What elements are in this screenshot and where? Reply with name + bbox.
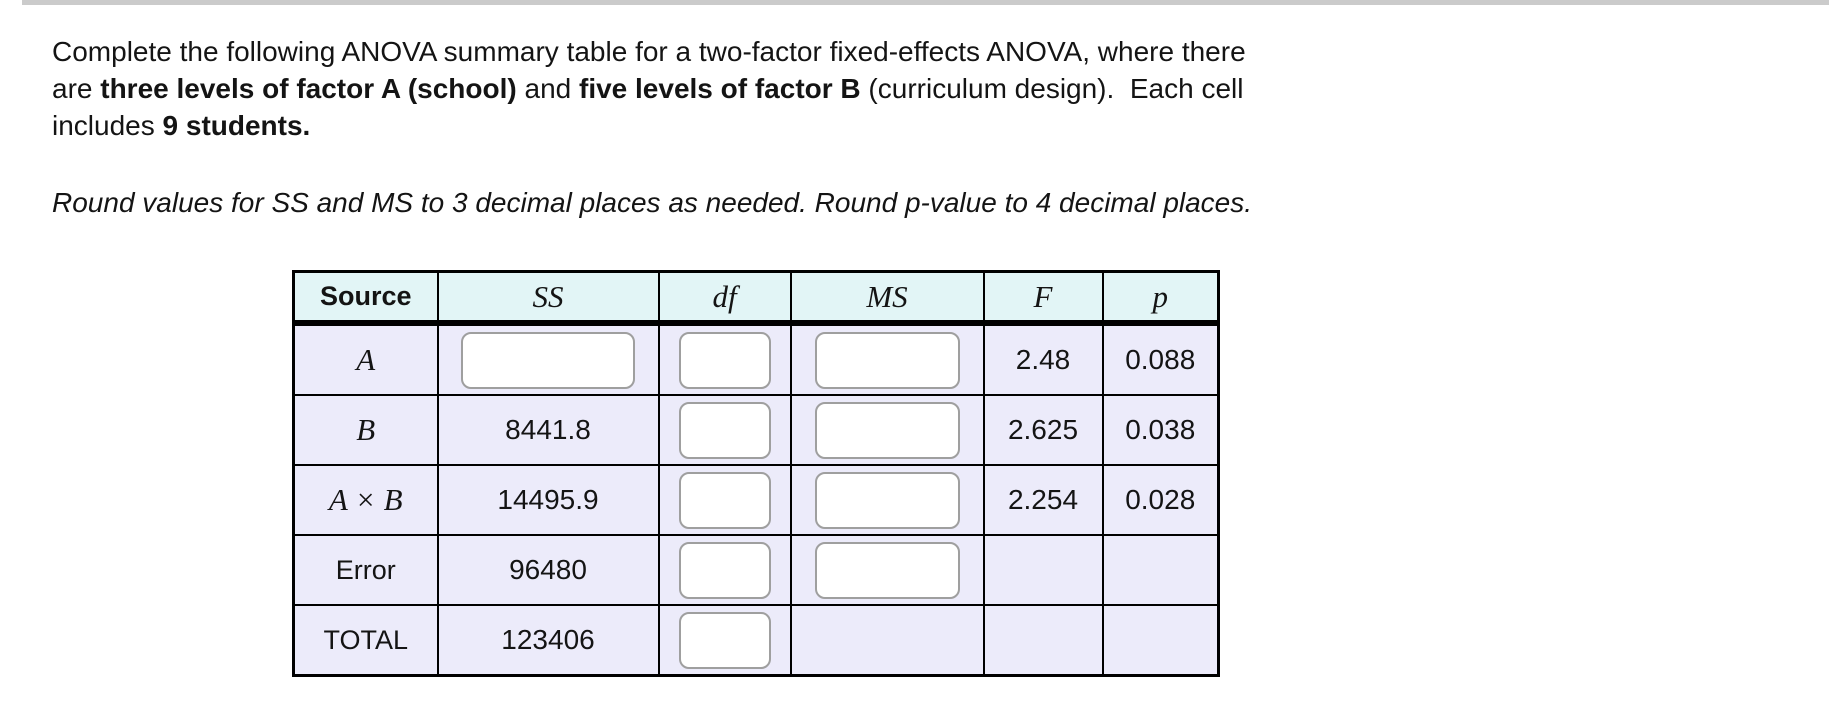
cell-ms-total <box>789 604 985 677</box>
cell-df-a <box>657 322 792 396</box>
row-label-b: B <box>292 394 439 466</box>
table-row-a: A 2.48 0.088 <box>292 322 1220 396</box>
cell-ms-a <box>789 322 985 396</box>
header-ss: SS <box>436 270 660 326</box>
question-text: includes <box>52 110 163 141</box>
question-text: Complete the following ANOVA summary tab… <box>52 36 1246 67</box>
question-text-line-1: Complete the following ANOVA summary tab… <box>52 33 1252 70</box>
question-bold-factor-b: five levels of factor B <box>579 73 861 104</box>
table-row-error: Error 96480 <box>292 534 1220 606</box>
table-row-axb: A × B 14495.9 2.254 0.028 <box>292 464 1220 536</box>
cell-p-b: 0.038 <box>1101 394 1220 466</box>
header-df: df <box>657 270 792 326</box>
df-input-total[interactable] <box>678 611 771 669</box>
cell-f-a: 2.48 <box>982 322 1104 396</box>
cell-f-error <box>982 534 1104 606</box>
df-input-axb[interactable] <box>678 471 771 529</box>
table-row-b: B 8441.8 2.625 0.038 <box>292 394 1220 466</box>
rounding-instructions: Round values for SS and MS to 3 decimal … <box>52 187 1253 218</box>
cell-df-error <box>657 534 792 606</box>
cell-ss-a <box>436 322 660 396</box>
ms-input-error[interactable] <box>814 541 960 599</box>
cell-f-b: 2.625 <box>982 394 1104 466</box>
cell-p-axb: 0.028 <box>1101 464 1220 536</box>
cell-ss-axb: 14495.9 <box>436 464 660 536</box>
cell-p-a: 0.088 <box>1101 322 1220 396</box>
row-label-error: Error <box>292 534 439 606</box>
ms-input-a[interactable] <box>814 331 960 389</box>
header-row: Source SS df MS F p <box>292 270 1220 326</box>
cell-df-total <box>657 604 792 677</box>
row-label-axb: A × B <box>292 464 439 536</box>
question-text-line-3: includes 9 students. <box>52 107 1252 144</box>
cell-f-axb: 2.254 <box>982 464 1104 536</box>
header-ms: MS <box>789 270 985 326</box>
question-text: and <box>516 73 579 104</box>
cell-ms-b <box>789 394 985 466</box>
question-region: Complete the following ANOVA summary tab… <box>52 33 1252 677</box>
ms-input-axb[interactable] <box>814 471 960 529</box>
ms-input-b[interactable] <box>814 401 960 459</box>
table-row-total: TOTAL 123406 <box>292 604 1220 677</box>
cell-ms-error <box>789 534 985 606</box>
df-input-b[interactable] <box>678 401 771 459</box>
cell-ss-error: 96480 <box>436 534 660 606</box>
anova-summary-table: Source SS df MS F p A 2.48 <box>292 270 1220 677</box>
header-f: F <box>982 270 1104 326</box>
cell-ms-axb <box>789 464 985 536</box>
row-label-total: TOTAL <box>292 604 439 677</box>
df-input-error[interactable] <box>678 541 771 599</box>
cell-f-total <box>982 604 1104 677</box>
df-input-a[interactable] <box>678 331 771 389</box>
question-text: (curriculum design). Each cell <box>860 73 1244 104</box>
header-source: Source <box>292 270 439 326</box>
cell-p-error <box>1101 534 1220 606</box>
ss-input-a[interactable] <box>461 331 635 389</box>
top-scrollbar-strip <box>22 0 1829 5</box>
question-bold-factor-a: three levels of factor A (school) <box>100 73 517 104</box>
row-label-a: A <box>292 322 439 396</box>
cell-p-total <box>1101 604 1220 677</box>
cell-ss-b: 8441.8 <box>436 394 660 466</box>
cell-df-axb <box>657 464 792 536</box>
header-p: p <box>1101 270 1220 326</box>
cell-df-b <box>657 394 792 466</box>
question-text: are <box>52 73 101 104</box>
question-bold-students: 9 students. <box>162 110 311 141</box>
cell-ss-total: 123406 <box>436 604 660 677</box>
question-text-line-2: are three levels of factor A (school) an… <box>52 70 1252 107</box>
